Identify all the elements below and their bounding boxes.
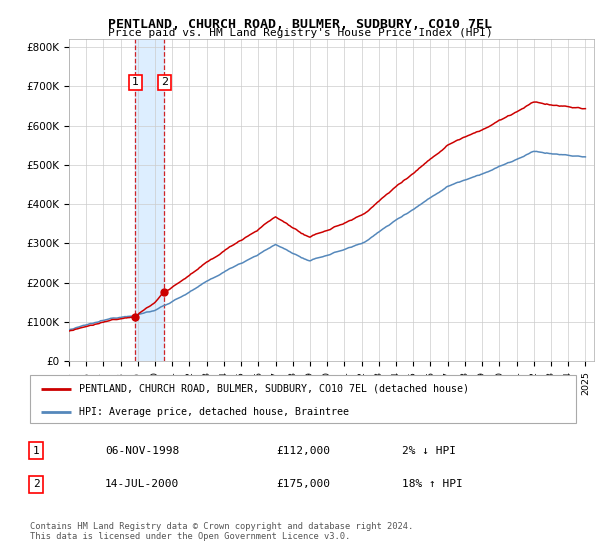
Text: 1: 1 — [32, 446, 40, 456]
Bar — [135, 39, 164, 361]
Text: 14-JUL-2000: 14-JUL-2000 — [105, 479, 179, 489]
Text: £175,000: £175,000 — [276, 479, 330, 489]
Text: 2: 2 — [161, 77, 168, 87]
Text: £112,000: £112,000 — [276, 446, 330, 456]
Text: HPI: Average price, detached house, Braintree: HPI: Average price, detached house, Brai… — [79, 407, 349, 417]
Text: 1: 1 — [132, 77, 139, 87]
Text: 2% ↓ HPI: 2% ↓ HPI — [402, 446, 456, 456]
Text: 2: 2 — [32, 479, 40, 489]
Text: 18% ↑ HPI: 18% ↑ HPI — [402, 479, 463, 489]
Text: PENTLAND, CHURCH ROAD, BULMER, SUDBURY, CO10 7EL: PENTLAND, CHURCH ROAD, BULMER, SUDBURY, … — [108, 18, 492, 31]
Text: PENTLAND, CHURCH ROAD, BULMER, SUDBURY, CO10 7EL (detached house): PENTLAND, CHURCH ROAD, BULMER, SUDBURY, … — [79, 384, 469, 394]
Text: 06-NOV-1998: 06-NOV-1998 — [105, 446, 179, 456]
Text: Price paid vs. HM Land Registry's House Price Index (HPI): Price paid vs. HM Land Registry's House … — [107, 28, 493, 38]
Text: Contains HM Land Registry data © Crown copyright and database right 2024.
This d: Contains HM Land Registry data © Crown c… — [30, 522, 413, 542]
FancyBboxPatch shape — [30, 375, 576, 423]
